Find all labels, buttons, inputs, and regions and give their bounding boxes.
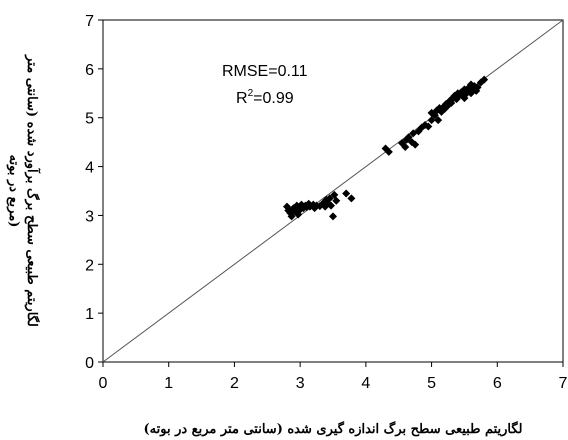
r2-base: R (236, 90, 248, 107)
r2-value: =0.99 (253, 90, 294, 107)
data-point (325, 194, 334, 203)
x-tick-label: 1 (164, 375, 173, 392)
y-tick-label: 4 (85, 160, 94, 177)
y-tick-label: 0 (85, 355, 94, 372)
y-axis-title-line1: لگاریتم طبیعی سطح برگ برآورد شده (سانتی … (24, 54, 41, 327)
y-tick-label: 2 (85, 257, 94, 274)
data-point (480, 75, 489, 84)
x-tick-label: 3 (296, 375, 305, 392)
reference-line (102, 19, 564, 363)
data-point (347, 194, 356, 203)
data-point (384, 147, 393, 156)
rmse-annotation: RMSE=0.11 (222, 63, 308, 80)
y-axis-ticks: 0 1 2 3 4 5 6 7 (85, 13, 103, 372)
data-point (427, 116, 436, 125)
data-point (401, 143, 410, 152)
x-tick-label: 4 (361, 375, 370, 392)
data-point (342, 189, 351, 198)
y-tick-label: 7 (85, 13, 94, 30)
x-tick-label: 5 (427, 375, 436, 392)
data-points (283, 75, 489, 221)
x-tick-label: 7 (559, 375, 568, 392)
data-point (327, 201, 336, 210)
data-point (473, 83, 482, 92)
data-point (332, 196, 341, 205)
data-point (411, 140, 420, 149)
y-tick-label: 6 (85, 62, 94, 79)
y-axis-title-line2: مربع در بوته) (6, 155, 21, 228)
data-point (404, 133, 413, 142)
x-tick-label: 6 (493, 375, 502, 392)
data-point (421, 121, 429, 130)
plot-area-frame (102, 19, 564, 363)
r2-annotation: R2=0.99 (236, 88, 294, 107)
data-point (434, 116, 443, 125)
x-tick-label: 0 (99, 375, 108, 392)
data-point (287, 212, 296, 221)
y-tick-label: 5 (85, 111, 94, 128)
x-axis-title: لگاریتم طبیعی سطح برگ اندازه گیری شده (س… (143, 420, 522, 437)
y-tick-label: 1 (85, 306, 94, 323)
x-tick-label: 2 (230, 375, 239, 392)
y-tick-label: 3 (85, 208, 94, 225)
r2-superscript: 2 (248, 88, 254, 99)
data-point (424, 122, 433, 131)
data-point (329, 212, 337, 221)
x-axis-ticks: 0 1 2 3 4 5 6 7 (99, 362, 568, 392)
